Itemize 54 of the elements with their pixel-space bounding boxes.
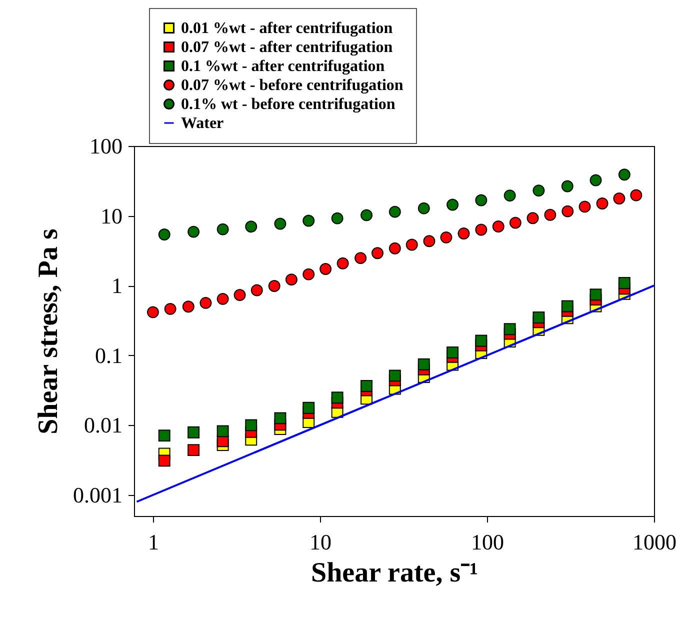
legend-label: Water [181, 115, 224, 132]
y-tick-label: 0.001 [73, 482, 122, 508]
point [158, 454, 170, 467]
point [561, 180, 574, 192]
x-tick-label: 10 [309, 530, 332, 554]
point [331, 392, 344, 404]
point [245, 220, 258, 233]
x-tick-label: 1 [148, 530, 159, 554]
point [388, 206, 401, 218]
point [274, 218, 286, 230]
point [216, 223, 229, 236]
point [302, 402, 315, 414]
point [331, 212, 344, 224]
legend-label: 0.1% wt - before centrifugation [181, 96, 396, 113]
y-tick-label: 0.1 [95, 342, 122, 368]
point [475, 194, 488, 206]
point [188, 444, 200, 456]
point [618, 277, 630, 289]
point [245, 419, 258, 432]
y-tick-label: 0.01 [84, 412, 122, 438]
point [618, 168, 630, 181]
point [561, 300, 574, 312]
legend-label: 0.01 %wt - after centrifugation [181, 20, 393, 37]
point [590, 288, 602, 301]
point [590, 174, 602, 186]
point [446, 198, 459, 211]
point [360, 209, 373, 222]
point [532, 184, 545, 197]
y-tick-label: 100 [90, 134, 122, 158]
point [475, 334, 488, 347]
x-tick-label: 100 [470, 530, 504, 554]
point [216, 425, 229, 438]
x-tick-label: 1000 [632, 530, 676, 554]
point [188, 226, 200, 238]
x-axis-title: Shear rate, s⁻¹ [311, 558, 478, 588]
point [504, 323, 516, 336]
point [158, 228, 170, 240]
point [158, 430, 170, 442]
point [388, 370, 401, 382]
y-tick-label: 10 [100, 203, 122, 228]
legend-label: 0.07 %wt - after centrifugation [181, 39, 393, 56]
point [504, 190, 516, 202]
point [302, 214, 315, 227]
y-axis-title: Shear stress, Pa s [33, 228, 64, 434]
point [274, 412, 286, 424]
point [360, 380, 373, 392]
point [446, 346, 459, 358]
point [418, 358, 430, 370]
point [188, 426, 200, 438]
point [532, 312, 545, 324]
y-tick-label: 1 [112, 273, 122, 298]
legend-label: 0.07 %wt - before centrifugation [181, 77, 404, 94]
point [418, 202, 430, 214]
legend-label: 0.1 %wt - after centrifugation [181, 58, 385, 75]
